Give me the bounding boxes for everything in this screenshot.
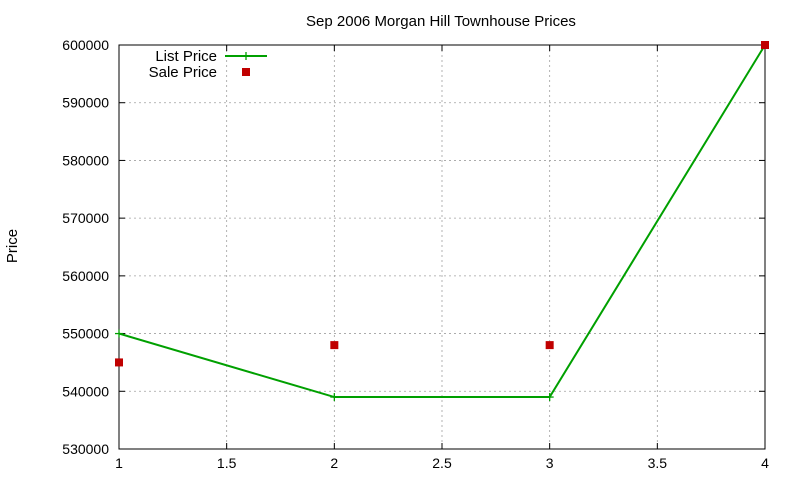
x-tick-label: 1.5: [217, 455, 237, 471]
y-tick-label: 570000: [62, 210, 109, 226]
legend-plus-swatch: [242, 52, 250, 60]
x-tick-label: 4: [761, 455, 769, 471]
x-tick-label: 3.5: [648, 455, 668, 471]
list-price-point: [330, 393, 339, 402]
plot-frame: [118, 44, 766, 450]
y-axis-label: Price: [4, 229, 21, 263]
grid: [119, 45, 765, 449]
y-tick-label: 580000: [62, 152, 109, 168]
y-tick-label: 550000: [62, 326, 109, 342]
legend-label: List Price: [155, 48, 217, 65]
legend-label: Sale Price: [149, 64, 217, 81]
list-price-line: [118, 44, 766, 399]
y-tick-label: 530000: [62, 441, 109, 457]
list-price-point: [545, 393, 554, 402]
sale-price-point: [545, 341, 554, 350]
x-axis-ticks: 1 1.5 2 2.5 3 3.5 4: [115, 45, 769, 471]
legend-square-swatch: [242, 68, 250, 76]
x-tick-label: 2: [330, 455, 338, 471]
sale-price-point: [330, 341, 339, 350]
sale-price-point: [761, 41, 769, 49]
y-tick-label: 590000: [62, 95, 109, 111]
y-tick-label: 560000: [62, 268, 109, 284]
y-tick-label: 600000: [62, 37, 109, 53]
x-tick-label: 3: [546, 455, 554, 471]
series-layer: [115, 41, 769, 402]
x-tick-label: 1: [115, 455, 123, 471]
y-tick-label: 540000: [62, 383, 109, 399]
x-tick-label: 2.5: [432, 455, 452, 471]
chart-title: Sep 2006 Morgan Hill Townhouse Prices: [306, 13, 576, 30]
y-axis-ticks: 530000 540000 550000 560000 570000 580000 5900…: [62, 37, 765, 457]
list-price-point: [115, 329, 123, 338]
sale-price-point: [115, 358, 123, 367]
